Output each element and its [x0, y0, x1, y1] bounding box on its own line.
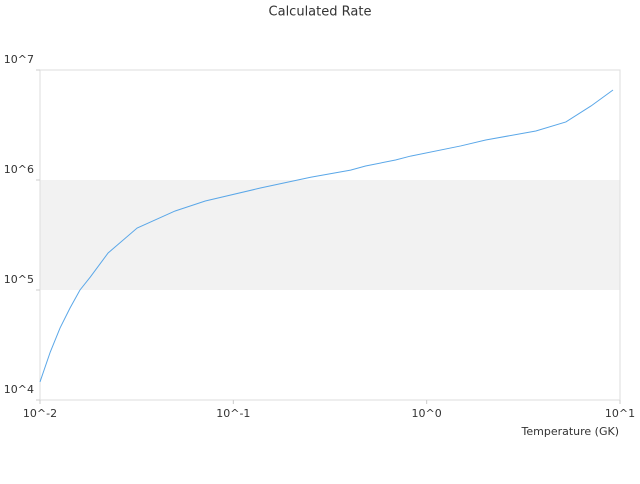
- x-tick-label: 10^1: [605, 407, 635, 420]
- y-tick-label: 10^5: [4, 273, 34, 286]
- y-tick-label: 10^7: [4, 53, 34, 66]
- x-tick-label: 10^-2: [23, 407, 57, 420]
- x-axis-label: Temperature (GK): [521, 425, 620, 438]
- x-tick-label: 10^0: [412, 407, 442, 420]
- line: [39, 89, 614, 383]
- chart-title: Calculated Rate: [269, 5, 372, 20]
- plot-frame: [39, 69, 621, 401]
- y-tick-label: 10^4: [4, 383, 34, 396]
- y-tick-label: 10^6: [4, 163, 34, 176]
- grid-band: [40, 180, 620, 290]
- x-tick-label: 10^-1: [216, 407, 250, 420]
